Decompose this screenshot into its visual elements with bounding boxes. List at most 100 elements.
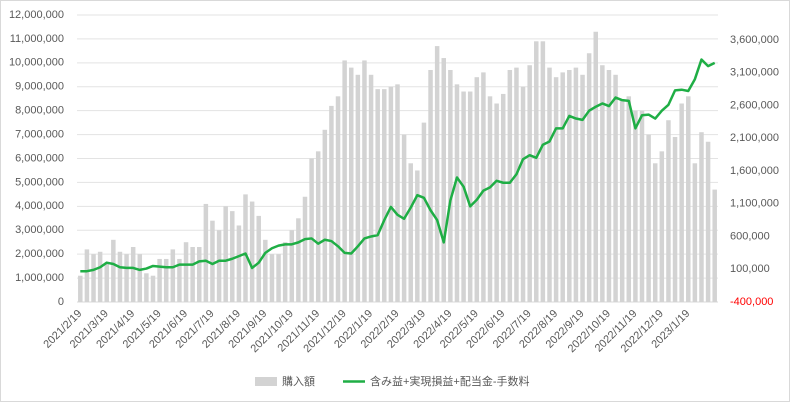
bar: [296, 218, 301, 302]
bar: [163, 258, 169, 302]
y-tick-label: 1,000,000: [15, 272, 64, 284]
bar: [593, 31, 598, 302]
bar: [520, 86, 526, 302]
bar: [705, 141, 711, 302]
bar: [329, 105, 334, 302]
y2-tick-label: 600,000: [730, 230, 770, 242]
bar: [481, 72, 486, 303]
bar: [448, 70, 453, 302]
bar: [203, 203, 209, 302]
bar: [91, 254, 96, 302]
y-tick-label: 3,000,000: [15, 224, 64, 236]
y2-tick-label: 1,600,000: [730, 165, 779, 177]
y2-tick-label: 3,600,000: [730, 34, 779, 46]
bar: [97, 251, 103, 302]
y2-tick-label: 1,100,000: [730, 198, 779, 210]
bar: [315, 151, 321, 302]
bar: [679, 103, 684, 302]
legend-label: 購入額: [282, 374, 315, 388]
bar: [534, 41, 539, 302]
line: [80, 58, 716, 273]
y2-tick-label: 3,100,000: [730, 67, 779, 79]
bar: [672, 136, 678, 302]
bar: [183, 242, 189, 302]
bar: [454, 84, 460, 302]
bar: [553, 77, 559, 302]
bar: [197, 246, 202, 302]
bar: [421, 122, 427, 302]
y-tick-label: 12,000,000: [9, 9, 64, 21]
bar: [230, 211, 235, 302]
bar: [170, 249, 176, 302]
bar: [626, 96, 632, 302]
bar: [243, 194, 248, 302]
bar: [441, 58, 447, 302]
bar: [712, 189, 717, 302]
bar: [342, 60, 347, 302]
bar: [150, 275, 156, 302]
bar: [348, 67, 354, 302]
bar: [236, 225, 242, 302]
bar: [256, 215, 261, 302]
bar: [210, 220, 215, 302]
bar: [686, 96, 691, 302]
bar: [309, 158, 314, 302]
bar: [434, 46, 440, 302]
bar: [124, 254, 129, 302]
bar: [467, 91, 473, 303]
bar: [269, 254, 275, 302]
bar: [633, 110, 638, 303]
bar: [699, 132, 704, 302]
legend-swatch: [255, 377, 277, 386]
bar: [157, 258, 162, 302]
y-tick-label: 8,000,000: [15, 105, 64, 117]
bar: [104, 263, 109, 302]
bar: [263, 239, 268, 302]
bar: [190, 246, 195, 302]
bar: [322, 129, 328, 302]
bar: [573, 67, 579, 302]
bar: [395, 84, 400, 302]
bar: [659, 151, 665, 302]
y-tick-label: 10,000,000: [9, 57, 64, 69]
bar: [249, 201, 255, 302]
y-tick-label: 5,000,000: [15, 176, 64, 188]
bar: [289, 230, 295, 302]
bar: [282, 242, 288, 302]
bar: [117, 251, 123, 302]
bar: [606, 70, 612, 302]
bar: [78, 275, 83, 302]
bar: [276, 254, 281, 302]
y-tick-label: 9,000,000: [15, 81, 64, 93]
bar: [646, 134, 651, 302]
bar: [130, 246, 136, 302]
bar: [540, 41, 546, 302]
bar: [335, 96, 341, 302]
bar: [586, 53, 592, 303]
bar: [216, 230, 222, 302]
y2-tick-label: 2,600,000: [730, 99, 779, 111]
bar: [527, 65, 532, 302]
bar: [500, 93, 506, 302]
bar: [560, 72, 565, 303]
bar: [144, 273, 149, 302]
bar: [507, 70, 513, 302]
bar: [567, 70, 572, 302]
bar: [388, 86, 394, 302]
bar: [619, 101, 625, 302]
bar: [600, 65, 605, 302]
bar: [382, 89, 387, 303]
bar: [514, 67, 519, 302]
bar: [652, 163, 658, 302]
bar: [415, 170, 420, 302]
bar: [368, 74, 374, 303]
bar: [302, 196, 308, 302]
bar: [84, 249, 90, 302]
y-tick-label: 11,000,000: [10, 33, 64, 45]
y-tick-label: 7,000,000: [15, 128, 64, 140]
y2-tick-label: 100,000: [730, 263, 770, 275]
bar: [375, 89, 380, 303]
bar: [137, 254, 143, 302]
